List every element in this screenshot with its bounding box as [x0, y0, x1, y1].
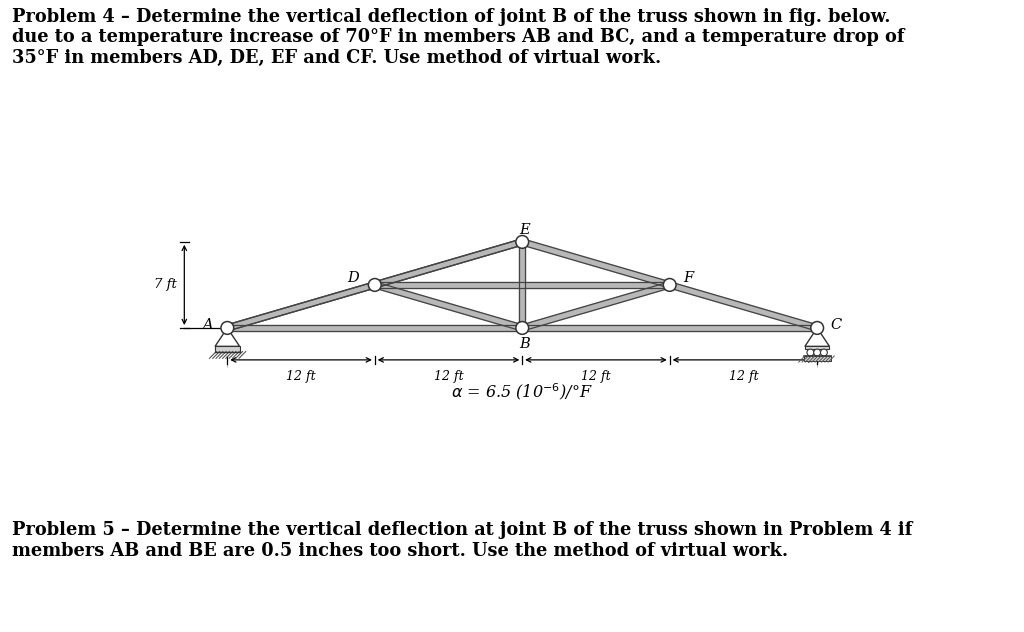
Polygon shape	[669, 282, 818, 331]
Polygon shape	[226, 239, 523, 331]
Polygon shape	[215, 328, 240, 346]
Polygon shape	[804, 356, 830, 362]
Text: 7 ft: 7 ft	[155, 279, 177, 291]
Polygon shape	[375, 282, 670, 288]
Text: Problem 4 – Determine the vertical deflection of joint B of the truss shown in f: Problem 4 – Determine the vertical defle…	[12, 8, 891, 25]
Text: $\alpha$ = 6.5 (10$^{-6}$)/°F: $\alpha$ = 6.5 (10$^{-6}$)/°F	[452, 381, 593, 403]
Text: due to a temperature increase of 70°F in members AB and BC, and a temperature dr: due to a temperature increase of 70°F in…	[12, 28, 905, 46]
Text: Problem 5 – Determine the vertical deflection at joint B of the truss shown in P: Problem 5 – Determine the vertical defle…	[12, 521, 912, 539]
Circle shape	[516, 322, 528, 334]
Circle shape	[811, 322, 823, 334]
Circle shape	[814, 349, 820, 356]
Text: E: E	[519, 222, 530, 236]
Text: C: C	[830, 319, 841, 332]
Polygon shape	[374, 239, 523, 288]
Circle shape	[369, 279, 381, 291]
Text: 12 ft: 12 ft	[582, 370, 610, 384]
Circle shape	[820, 349, 827, 356]
Polygon shape	[374, 282, 523, 331]
Circle shape	[221, 322, 233, 334]
Text: 35°F in members AD, DE, EF and CF. Use method of virtual work.: 35°F in members AD, DE, EF and CF. Use m…	[12, 49, 662, 67]
Text: 12 ft: 12 ft	[729, 370, 758, 384]
Polygon shape	[226, 282, 376, 331]
Text: 12 ft: 12 ft	[434, 370, 463, 384]
Polygon shape	[805, 346, 829, 349]
Polygon shape	[521, 282, 671, 331]
Polygon shape	[215, 346, 240, 351]
Text: A: A	[203, 319, 213, 332]
Text: members AB and BE are 0.5 inches too short. Use the method of virtual work.: members AB and BE are 0.5 inches too sho…	[12, 542, 788, 560]
Circle shape	[516, 236, 528, 248]
Polygon shape	[519, 242, 525, 328]
Circle shape	[807, 349, 814, 356]
Text: F: F	[683, 270, 693, 284]
Polygon shape	[521, 239, 671, 288]
Text: 12 ft: 12 ft	[287, 370, 315, 384]
Text: D: D	[347, 270, 358, 284]
Circle shape	[664, 279, 676, 291]
Text: B: B	[519, 337, 530, 351]
Polygon shape	[227, 325, 817, 331]
Polygon shape	[805, 328, 829, 346]
